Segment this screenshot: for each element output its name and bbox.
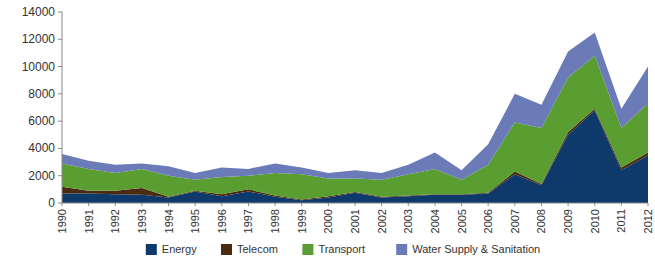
x-tick — [275, 203, 276, 206]
x-tick-label: 2001 — [349, 209, 361, 233]
x-tick-label: 2000 — [322, 209, 334, 233]
x-tick — [195, 203, 196, 206]
y-tick — [58, 148, 62, 149]
x-tick — [381, 203, 382, 206]
y-tick-label: 6000 — [28, 114, 55, 128]
y-tick-label: 10000 — [22, 60, 56, 74]
x-tick — [301, 203, 302, 206]
x-tick — [541, 203, 542, 206]
y-tick-label: 12000 — [22, 32, 56, 46]
x-tick — [88, 203, 89, 206]
legend: Energy Telecom Transport Water Supply & San… — [146, 243, 540, 255]
x-tick — [488, 203, 489, 206]
x-tick — [514, 203, 515, 206]
legend-label: Water Supply & Sanitation — [412, 243, 540, 255]
legend-label: Energy — [162, 243, 197, 255]
x-tick — [328, 203, 329, 206]
y-axis — [62, 12, 63, 203]
x-tick — [168, 203, 169, 206]
area-series — [62, 32, 648, 179]
x-tick-label: 2011 — [615, 209, 627, 233]
x-tick-label: 2010 — [589, 209, 601, 233]
y-tick — [58, 12, 62, 13]
y-tick-label: 0 — [48, 196, 55, 210]
x-tick-label: 1993 — [136, 209, 148, 233]
y-tick-label: 4000 — [28, 141, 55, 155]
x-tick — [434, 203, 435, 206]
areas — [62, 32, 648, 203]
x-tick-label: 2004 — [429, 209, 441, 233]
y-tick — [58, 203, 62, 204]
legend-swatch — [221, 244, 232, 255]
y-tick-label: 14000 — [22, 5, 56, 19]
x-tick — [568, 203, 569, 206]
x-tick-label: 2006 — [482, 209, 494, 233]
y-tick-label: 8000 — [28, 87, 55, 101]
x-tick-label: 2007 — [509, 209, 521, 233]
x-tick — [408, 203, 409, 206]
x-tick — [62, 203, 63, 206]
x-tick — [248, 203, 249, 206]
x-tick — [621, 203, 622, 206]
x-tick-label: 2003 — [402, 209, 414, 233]
legend-swatch — [146, 244, 157, 255]
chart-container: 0 2000 4000 6000 8000 10000 12000 14000 1990 1991… — [0, 0, 655, 267]
x-tick-label: 1998 — [269, 209, 281, 233]
x-tick-label: 2009 — [562, 209, 574, 233]
legend-swatch — [302, 244, 313, 255]
x-tick-label: 2005 — [456, 209, 468, 233]
x-tick — [648, 203, 649, 206]
y-tick — [58, 66, 62, 67]
x-tick — [355, 203, 356, 206]
x-tick-label: 1995 — [189, 209, 201, 233]
y-tick — [58, 39, 62, 40]
x-tick-label: 1990 — [56, 209, 68, 233]
legend-label: Telecom — [237, 243, 278, 255]
x-tick-label: 1996 — [216, 209, 228, 233]
x-tick — [141, 203, 142, 206]
y-tick — [58, 93, 62, 94]
legend-swatch — [396, 244, 407, 255]
x-tick-label: 2008 — [535, 209, 547, 233]
y-tick — [58, 175, 62, 176]
x-tick-label: 1999 — [296, 209, 308, 233]
x-tick-label: 2012 — [642, 209, 654, 233]
x-tick-label: 1994 — [163, 209, 175, 233]
x-tick-label: 1992 — [109, 209, 121, 233]
y-tick-label: 2000 — [28, 169, 55, 183]
x-tick-label: 1997 — [242, 209, 254, 233]
x-tick — [594, 203, 595, 206]
chart-svg: 0 2000 4000 6000 8000 10000 12000 14000 1990 1991… — [0, 0, 655, 267]
x-tick — [221, 203, 222, 206]
x-tick-label: 2002 — [376, 209, 388, 233]
x-tick — [115, 203, 116, 206]
legend-label: Transport — [318, 243, 365, 255]
x-tick — [461, 203, 462, 206]
y-tick — [58, 121, 62, 122]
x-tick-label: 1991 — [83, 209, 95, 233]
